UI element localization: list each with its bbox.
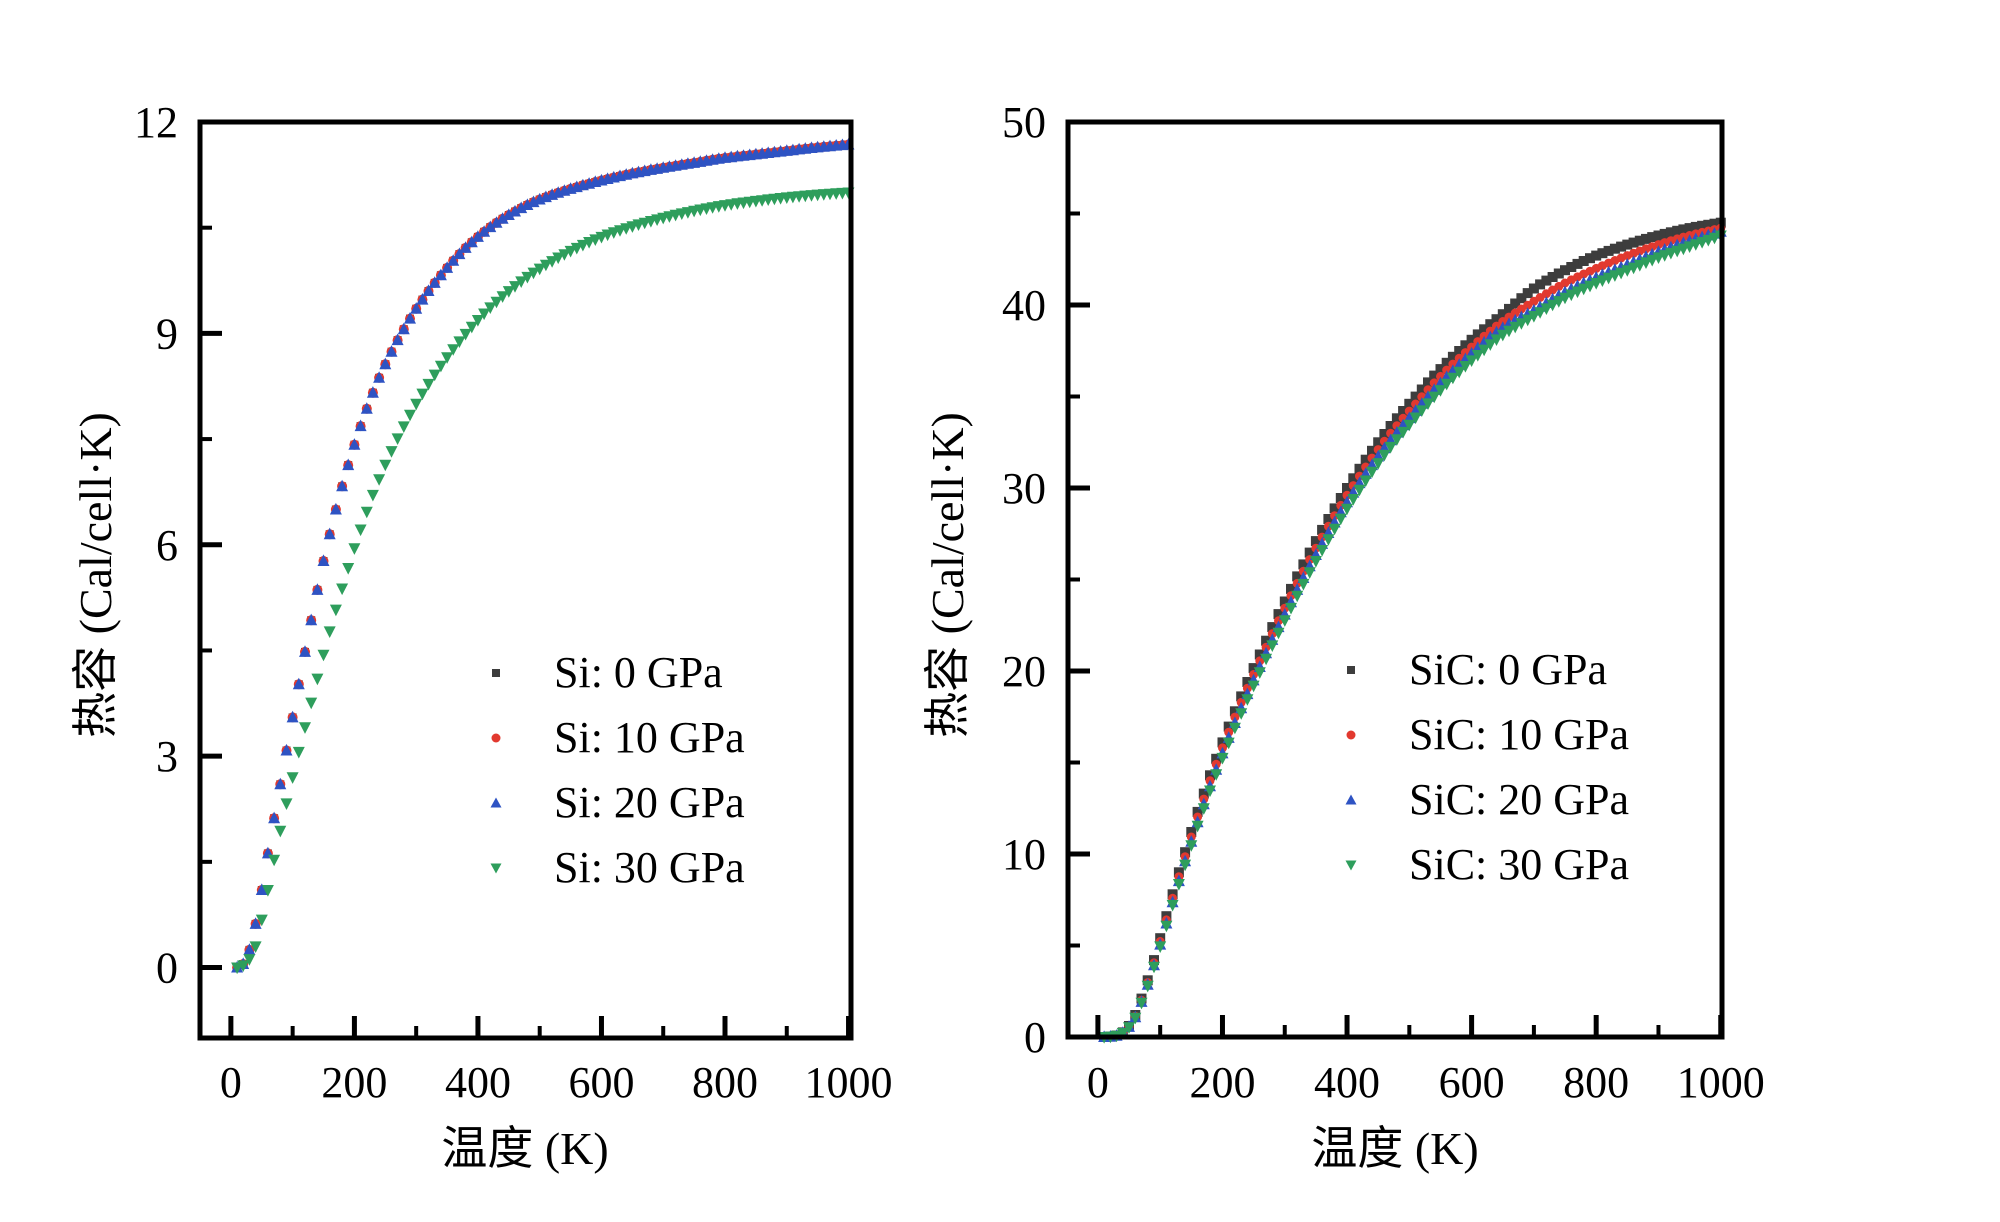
chart-si-series [231, 137, 855, 975]
x-tick-label: 0 [220, 1058, 242, 1107]
chart-sic-series [1098, 217, 1727, 1044]
x-tick-label: 400 [1314, 1058, 1380, 1107]
sic-legend-label-30gpa: SiC: 30 GPa [1409, 840, 1630, 889]
si-legend-label-20gpa: Si: 20 GPa [554, 778, 745, 827]
y-tick-label: 0 [156, 944, 178, 993]
si-legend: Si: 0 GPa Si: 10 GPa Si: 20 GPa Si: 30 G… [478, 651, 745, 911]
chart-si-x-tick-labels: 0 200 400 600 800 1000 [220, 1058, 893, 1107]
x-tick-label: 1000 [1677, 1058, 1765, 1107]
si-x-axis-title: 温度 (K) [441, 1123, 609, 1174]
series-sic-10-gpa [1099, 223, 1726, 1042]
y-tick-label: 3 [156, 732, 178, 781]
x-tick-label: 800 [1563, 1058, 1629, 1107]
sic-legend-item-10gpa: SiC: 10 GPa [1333, 713, 1629, 757]
si-legend-item-30gpa: Si: 30 GPa [478, 846, 745, 890]
circle-marker-icon [1333, 723, 1369, 747]
sic-legend-item-0gpa: SiC: 0 GPa [1333, 648, 1629, 692]
series-sic-30-gpa [1098, 230, 1727, 1044]
sic-legend-label-0gpa: SiC: 0 GPa [1409, 645, 1608, 694]
chart-si-y-tick-labels: 0 3 6 9 12 [134, 98, 178, 993]
si-legend-item-10gpa: Si: 10 GPa [478, 716, 745, 760]
sic-legend-item-20gpa: SiC: 20 GPa [1333, 778, 1629, 822]
chart-sic-ticks [1068, 119, 1724, 1040]
sic-x-axis-title: 温度 (K) [1311, 1123, 1479, 1174]
si-legend-item-0gpa: Si: 0 GPa [478, 651, 745, 695]
y-tick-label: 6 [156, 521, 178, 570]
x-tick-label: 200 [321, 1058, 387, 1107]
si-legend-label-0gpa: Si: 0 GPa [554, 648, 723, 697]
y-tick-label: 12 [134, 98, 178, 147]
square-marker-icon [478, 661, 514, 685]
triangle-down-marker-icon [1333, 853, 1369, 877]
chart-sic-x-tick-labels: 0 200 400 600 800 1000 [1087, 1058, 1765, 1107]
x-tick-label: 1000 [805, 1058, 893, 1107]
sic-y-axis-title: 热容 (Cal/cell·K) [922, 412, 973, 738]
sic-legend-item-30gpa: SiC: 30 GPa [1333, 843, 1629, 887]
y-tick-label: 9 [156, 309, 178, 358]
si-legend-item-20gpa: Si: 20 GPa [478, 781, 745, 825]
triangle-up-marker-icon [478, 791, 514, 815]
y-tick-label: 20 [1002, 647, 1046, 696]
sic-legend-label-20gpa: SiC: 20 GPa [1409, 775, 1630, 824]
si-legend-label-10gpa: Si: 10 GPa [554, 713, 745, 762]
y-tick-label: 10 [1002, 830, 1046, 879]
sic-legend: SiC: 0 GPa SiC: 10 GPa SiC: 20 GPa SiC: … [1333, 648, 1629, 908]
y-tick-label: 0 [1024, 1013, 1046, 1062]
x-tick-label: 400 [445, 1058, 511, 1107]
chart-si-ticks [200, 119, 852, 1038]
si-y-axis-title: 热容 (Cal/cell·K) [70, 412, 121, 738]
x-tick-label: 600 [568, 1058, 634, 1107]
series-si-20-gpa [231, 137, 855, 973]
sic-legend-label-10gpa: SiC: 10 GPa [1409, 710, 1630, 759]
si-legend-label-30gpa: Si: 30 GPa [554, 843, 745, 892]
series-sic-20-gpa [1098, 225, 1727, 1042]
y-tick-label: 30 [1002, 464, 1046, 513]
x-tick-label: 800 [692, 1058, 758, 1107]
chart-sic-plot: 0 200 400 600 800 1000 0 10 20 30 40 50 [1002, 98, 1765, 1107]
triangle-up-marker-icon [1333, 788, 1369, 812]
circle-marker-icon [478, 726, 514, 750]
x-tick-label: 200 [1189, 1058, 1255, 1107]
series-si-30-gpa [231, 187, 855, 975]
series-sic-0-gpa [1099, 217, 1726, 1042]
y-tick-label: 50 [1002, 98, 1046, 147]
triangle-down-marker-icon [478, 856, 514, 880]
chart-si-plot: 0 200 400 600 800 1000 0 3 6 9 12 [134, 98, 893, 1107]
x-tick-label: 600 [1439, 1058, 1505, 1107]
x-tick-label: 0 [1087, 1058, 1109, 1107]
chart-sic-y-tick-labels: 0 10 20 30 40 50 [1002, 98, 1046, 1062]
square-marker-icon [1333, 658, 1369, 682]
y-tick-label: 40 [1002, 281, 1046, 330]
